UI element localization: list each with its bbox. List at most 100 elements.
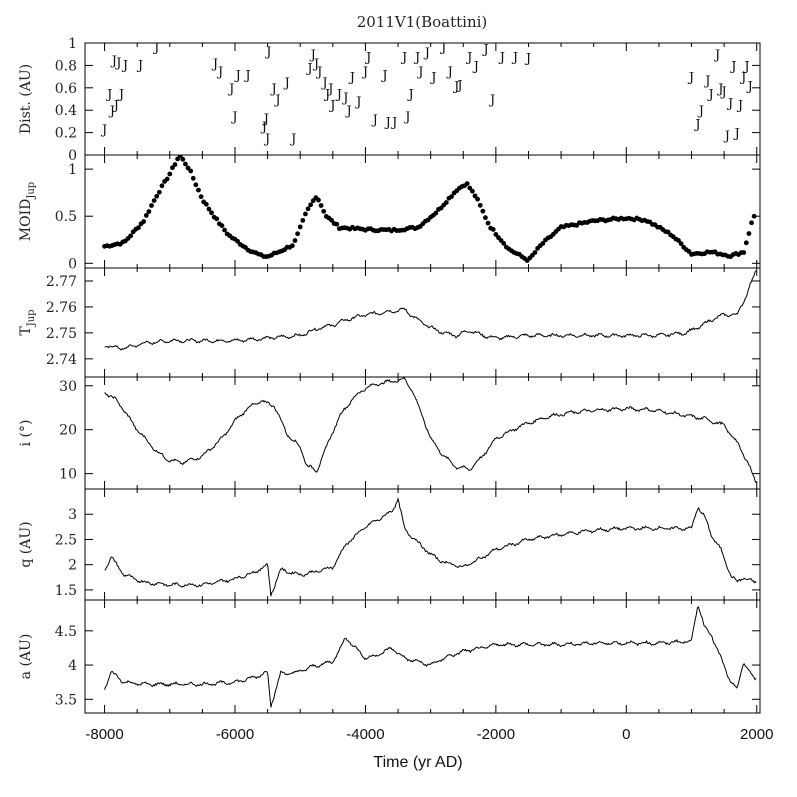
encounter-point: J	[348, 71, 355, 86]
panel-frame	[84, 376, 761, 490]
encounter-point: J	[110, 54, 117, 69]
encounter-point: J	[263, 132, 270, 147]
y-tick-label: 2.75	[46, 326, 77, 342]
moid-point	[188, 168, 194, 174]
encounter-point: J	[216, 65, 223, 80]
encounter-point: J	[706, 87, 713, 102]
moid-point	[154, 193, 160, 199]
encounter-point: J	[112, 99, 119, 114]
encounter-point: J	[136, 58, 143, 73]
x-tick-label: -2000	[477, 726, 515, 743]
encounter-point: J	[328, 99, 335, 114]
moid-point	[295, 231, 301, 237]
figure-title: 2011V1(Boattini)	[357, 13, 488, 31]
x-axis-title: Time (yr AD)	[373, 754, 462, 771]
encounter-point: J	[320, 76, 327, 91]
moid-point	[303, 211, 308, 217]
encounter-point: J	[211, 57, 218, 72]
encounter-point: J	[452, 80, 459, 95]
y-tick-label: 2.77	[46, 274, 77, 290]
y-tick-label: 0.4	[55, 103, 77, 119]
panel-tjup: 2.74 2.75 2.76 2.77 TJup	[18, 267, 761, 378]
moid-point	[678, 241, 684, 247]
panel-perihelion: 1.5 2 2.5 3 q (AU)	[18, 488, 761, 601]
moid-point	[209, 210, 214, 216]
moid-point	[316, 197, 321, 203]
y-tick-label: 10	[59, 467, 77, 483]
y-tick-label: 0	[68, 256, 77, 272]
moid-point	[203, 201, 209, 207]
y-tick-label: 3	[68, 507, 77, 523]
encounter-point: J	[733, 127, 740, 142]
data-marks	[104, 605, 757, 708]
y-axis-title: MOIDJup	[18, 182, 37, 241]
encounter-point: J	[472, 59, 479, 74]
encounter-point: J	[270, 82, 277, 97]
encounter-point: J	[364, 50, 371, 65]
moid-point	[172, 162, 178, 167]
moid-point	[743, 240, 749, 246]
y-tick-label: 0.5	[55, 209, 77, 225]
encounter-point: J	[739, 71, 746, 86]
moid-point	[308, 202, 314, 208]
encounter-point: J	[713, 48, 720, 63]
series-line	[104, 497, 757, 597]
y-tick-label: 2	[68, 558, 77, 574]
y-tick-label: 1	[68, 162, 77, 178]
moid-point	[180, 156, 186, 162]
y-tick-label: 1	[68, 36, 77, 52]
encounter-point: J	[488, 93, 495, 108]
encounter-point: J	[345, 104, 352, 119]
moid-point	[190, 175, 196, 181]
moid-point	[136, 225, 141, 231]
y-tick-label: 20	[59, 423, 77, 439]
encounter-point: J	[361, 65, 368, 80]
moid-point	[300, 217, 306, 223]
moid-point	[334, 221, 340, 227]
encounter-point: J	[687, 71, 694, 86]
moid-point	[501, 240, 507, 246]
y-tick-label: 3.5	[55, 692, 77, 708]
panel-frame	[84, 154, 761, 269]
x-tick-label: -8000	[85, 726, 123, 743]
encounter-point: J	[262, 112, 269, 127]
moid-point	[464, 181, 470, 186]
moid-point	[143, 213, 149, 218]
encounter-point: J	[524, 52, 531, 67]
moid-point	[485, 220, 491, 226]
encounter-point: J	[260, 120, 267, 135]
moid-point	[749, 220, 754, 226]
data-marks	[104, 497, 757, 597]
encounter-point: J	[273, 93, 280, 108]
encounter-point: J	[371, 113, 378, 128]
encounter-point: J	[323, 87, 330, 102]
moid-point	[206, 206, 212, 212]
series-line	[104, 605, 757, 708]
y-tick-label: 30	[59, 379, 77, 395]
series-line	[104, 270, 757, 351]
encounter-point: J	[498, 50, 505, 65]
moid-point	[198, 194, 204, 200]
moid-point	[289, 243, 295, 249]
y-tick-label: 2.5	[55, 532, 77, 548]
y-axis-title: a (AU)	[18, 634, 34, 680]
moid-point	[159, 183, 165, 189]
y-tick-label: 4.5	[55, 624, 77, 640]
encounter-point: J	[481, 43, 488, 58]
x-tick-label: 2000	[740, 726, 773, 743]
moid-point	[149, 203, 154, 208]
moid-point	[305, 206, 311, 212]
encounter-point: J	[423, 46, 430, 61]
moid-point	[475, 196, 481, 202]
y-tick-label: 0	[68, 148, 77, 164]
y-axis-title: Dist. (AU)	[18, 64, 34, 134]
encounter-point: J	[152, 40, 159, 55]
data-marks	[102, 155, 757, 264]
encounter-point: J	[315, 65, 322, 80]
moid-point	[321, 208, 327, 214]
moid-point	[751, 213, 757, 219]
moid-point	[151, 198, 157, 204]
encounter-point: J	[693, 118, 700, 133]
encounter-point: J	[736, 99, 743, 114]
